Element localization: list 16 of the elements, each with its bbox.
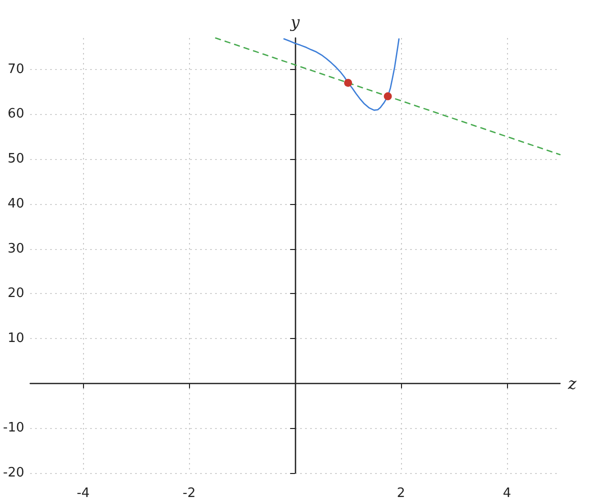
- y-tick-label: 20: [8, 286, 24, 302]
- line-series: [283, 38, 400, 111]
- y-tick-label: 10: [8, 330, 24, 346]
- y-tick-label: 40: [8, 196, 24, 212]
- y-tick-label: 70: [8, 62, 24, 77]
- y-tick-label: -20: [3, 466, 24, 480]
- y-tick-label: 30: [8, 241, 24, 256]
- y-tick-label: -10: [3, 420, 24, 436]
- x-tick-label: -4: [76, 486, 90, 500]
- x-tick-label: 2: [396, 486, 406, 500]
- y-tick-label: 60: [8, 106, 24, 122]
- y-axis-title: y: [290, 12, 301, 32]
- x-tick-label: -2: [182, 486, 196, 500]
- y-tick-label: 50: [8, 152, 24, 167]
- x-axis-title: z: [567, 374, 577, 393]
- x-tick-label: 4: [502, 486, 512, 500]
